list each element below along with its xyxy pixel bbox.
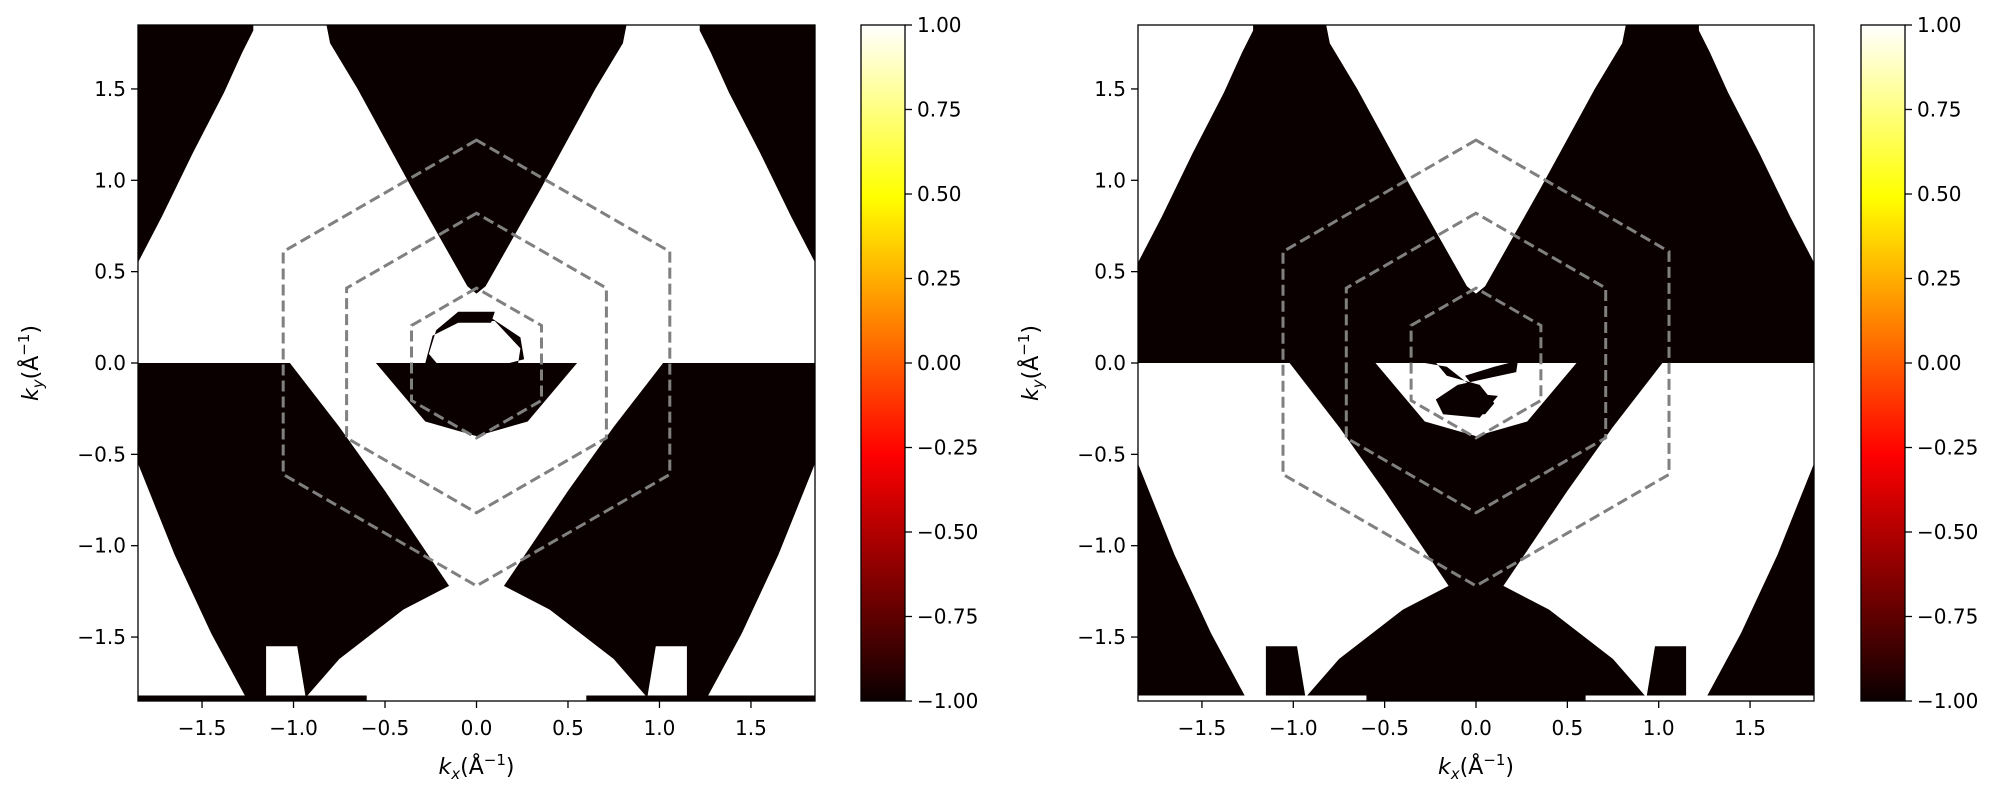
heatmap-region [650,25,682,67]
x-tick-label: 0.5 [552,716,584,740]
y-tick-label: −0.5 [1077,442,1126,466]
colorbar-tick-label: −0.50 [917,520,978,544]
heatmap-image [138,25,815,701]
colorbar-tick-label: 0.75 [917,98,962,122]
heatmap-region [271,25,303,67]
colorbar-tick-label: 0.00 [917,351,962,375]
heatmap-region [138,25,254,263]
heatmap-region [503,363,815,701]
brillouin-hexagon [1281,138,1671,588]
brillouin-hexagon [1409,286,1543,440]
heatmap-region [1138,363,1449,701]
left-panel: −1.5 −1.0 −0.5 0.0 0.5 1.0 1.5−1.5−1.0−0.50.00… [15,13,978,783]
heatmap-s-shape [436,315,525,418]
colorbar-tick-label: 0.50 [1917,182,1962,206]
right-panel: −1.5 −1.0 −0.5 0.0 0.5 1.0 1.5−1.5−1.0−0.50.00… [1015,13,1978,783]
x-tick-label: −1.0 [1269,716,1318,740]
heatmap-region [1326,25,1626,294]
heatmap-region [699,25,815,263]
y-tick-label: −1.0 [1077,534,1126,558]
heatmap-s-shape [1424,311,1495,415]
y-tick-label: 1.5 [1094,77,1126,101]
colorbar-tick-label: −0.75 [917,605,978,629]
heatmap-region [1138,25,1254,263]
heatmap-region [1698,25,1814,263]
y-axis-label: ky(Å−1) [15,325,47,401]
y-tick-label: 1.0 [94,168,126,192]
heatmap-image [1138,25,1814,701]
x-tick-label: −1.0 [269,716,318,740]
heatmap-region [1265,646,1307,701]
x-axis-label: kx(Å−1) [1438,751,1514,783]
y-tick-label: 0.5 [94,260,126,284]
heatmap-region [326,25,627,294]
x-tick-label: −0.5 [1360,716,1409,740]
colorbar-tick-label: −1.00 [1917,689,1978,713]
colorbar-tick-label: −1.00 [917,689,978,713]
heatmap-region [586,695,815,701]
y-tick-label: 1.5 [94,77,126,101]
brillouin-hexagon [1344,211,1608,515]
heatmap-region [646,646,687,701]
heatmap-s-shape [1435,315,1524,418]
y-axis-label: ky(Å−1) [1015,325,1047,401]
colorbar-tick-label: 1.00 [917,13,962,37]
y-tick-label: −1.5 [77,625,126,649]
colorbar-tick-label: 0.50 [917,182,962,206]
heatmap-region [138,695,367,701]
heatmap-region [1503,363,1814,701]
x-tick-label: 0.0 [1460,716,1492,740]
colorbar [860,24,906,702]
x-tick-label: 0.5 [1551,716,1583,740]
y-tick-label: −0.5 [77,442,126,466]
x-tick-label: 1.5 [735,716,767,740]
colorbar-tick-label: 1.00 [1917,13,1962,37]
colorbar-tick-label: 0.25 [917,267,962,291]
colorbar-tick-label: 0.75 [1917,98,1962,122]
heatmap-region [1649,25,1681,67]
heatmap-s-shape [425,311,495,415]
colorbar-tick-label: −0.25 [917,436,978,460]
colorbar-tick-label: −0.75 [1917,605,1978,629]
colorbar-tick-label: 0.25 [1917,267,1962,291]
y-tick-label: 0.0 [94,351,126,375]
x-tick-label: 1.5 [1734,716,1766,740]
heatmap-region [1585,695,1814,701]
heatmap-region [1271,25,1303,67]
colorbar-tick-label: 0.00 [1917,351,1962,375]
colorbar-tick-label: −0.25 [1917,436,1978,460]
x-tick-label: 0.0 [461,716,493,740]
y-tick-label: −1.0 [77,534,126,558]
x-tick-label: −0.5 [361,716,410,740]
colorbar [1860,24,1906,702]
colorbar-tick-label: −0.50 [1917,520,1978,544]
x-tick-label: 1.0 [1643,716,1675,740]
heatmap-region [138,363,450,701]
brillouin-hexagon [345,211,608,515]
heatmap-region [1645,646,1687,701]
x-tick-label: 1.0 [644,716,676,740]
y-tick-label: −1.5 [1077,625,1126,649]
y-tick-label: 0.0 [1094,351,1126,375]
x-axis-label: kx(Å−1) [439,751,515,783]
y-tick-label: 0.5 [1094,260,1126,284]
brillouin-hexagon [410,286,543,440]
heatmap-region [1138,695,1367,701]
x-tick-label: −1.5 [1178,716,1227,740]
x-tick-label: −1.5 [178,716,227,740]
y-tick-label: 1.0 [1094,168,1126,192]
heatmap-region [266,646,307,701]
